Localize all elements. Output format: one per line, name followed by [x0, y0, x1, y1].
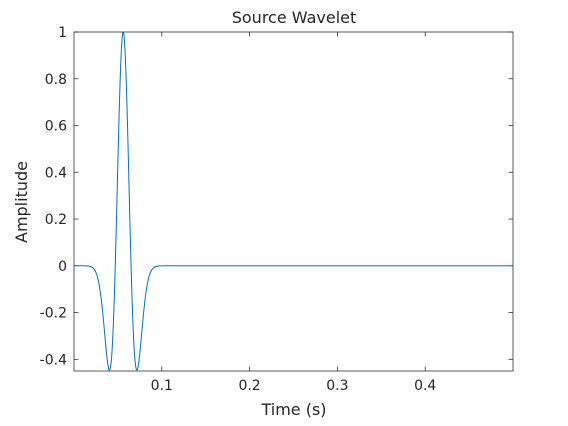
tick-labels: 0.1 0.2 0.3 0.4 -0.4 -0.2 0 0.2 0.4 0.6 0.8 1 — [40, 25, 437, 394]
y-tick-label: 0.2 — [45, 212, 67, 228]
x-axis-label: Time (s) — [260, 400, 326, 419]
wavelet-series-line — [74, 31, 513, 371]
x-tick-label: 0.1 — [151, 378, 173, 394]
x-tick-label: 0.3 — [326, 378, 348, 394]
plot-box — [73, 31, 514, 372]
y-axis-label: Amplitude — [12, 161, 31, 243]
y-tick-label: -0.2 — [40, 306, 67, 322]
plot-area — [74, 32, 513, 371]
chart-title: Source Wavelet — [232, 8, 357, 27]
y-tick-label: -0.4 — [40, 352, 67, 368]
y-tick-label: 1 — [58, 25, 67, 41]
x-tick-label: 0.2 — [238, 378, 260, 394]
y-tick-label: 0.8 — [45, 72, 67, 88]
x-tick-label: 0.4 — [414, 378, 436, 394]
y-tick-label: 0.4 — [45, 165, 67, 181]
y-tick-label: 0 — [58, 259, 67, 275]
y-tick-label: 0.6 — [45, 119, 67, 135]
